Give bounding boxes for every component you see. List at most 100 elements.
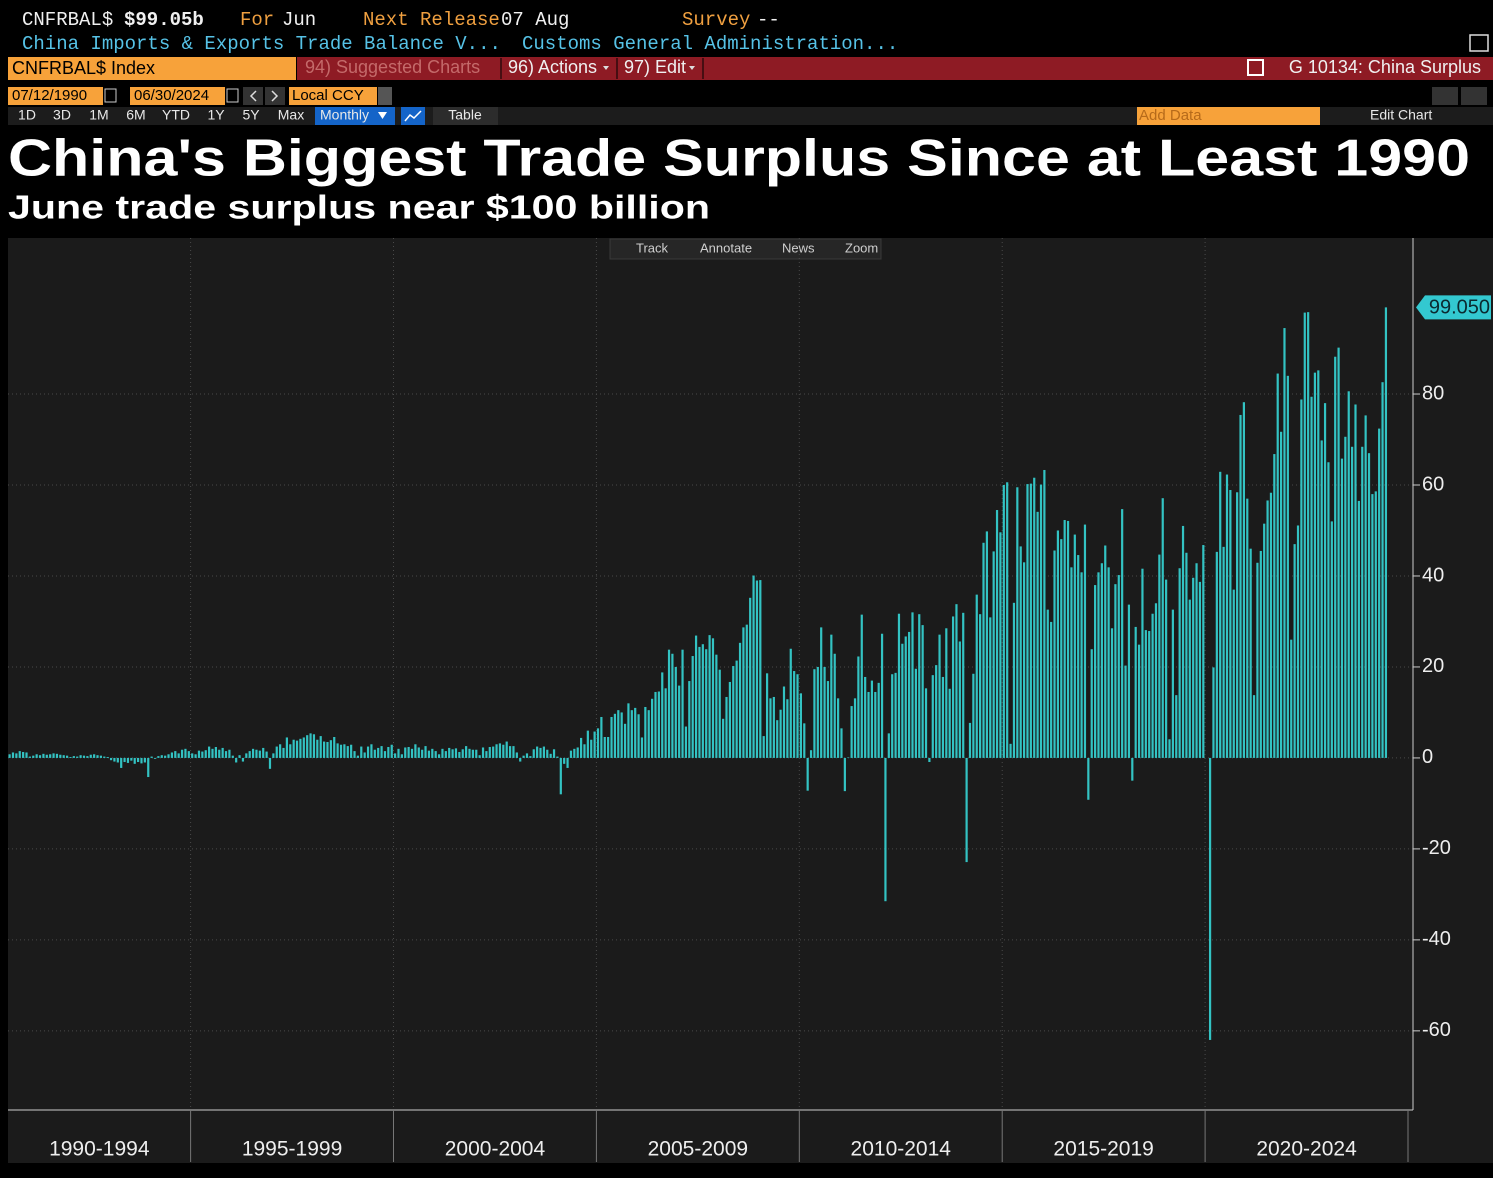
bar <box>853 698 857 758</box>
bar <box>1384 307 1388 758</box>
period-button[interactable]: 6M <box>126 107 145 123</box>
bar <box>765 673 769 758</box>
bar <box>1019 546 1022 758</box>
bar <box>1178 568 1181 758</box>
period-button[interactable]: 1Y <box>207 107 225 123</box>
popout-icon[interactable] <box>1469 34 1489 52</box>
bar <box>120 757 123 768</box>
bar <box>891 674 894 758</box>
actions-menu[interactable]: 96) Actions <box>508 57 597 77</box>
calendar-icon[interactable] <box>104 88 117 103</box>
bar <box>194 754 197 758</box>
period-button[interactable]: Max <box>278 107 304 123</box>
period-button[interactable]: 1M <box>89 107 108 123</box>
bar <box>992 551 995 758</box>
bar <box>694 635 698 758</box>
launch-icon[interactable] <box>1247 59 1264 76</box>
bar <box>525 753 529 758</box>
bar <box>1266 500 1269 758</box>
bar <box>718 669 721 758</box>
ticker: CNFRBAL$ <box>22 9 113 31</box>
bar <box>634 707 637 758</box>
for-label: For <box>240 9 274 31</box>
chart-tool[interactable]: Annotate <box>700 240 752 255</box>
bar <box>1232 589 1235 758</box>
currency-input[interactable] <box>289 87 377 105</box>
bar <box>285 737 288 758</box>
bar <box>1026 484 1029 758</box>
bar <box>356 755 360 758</box>
security-input[interactable] <box>8 57 296 80</box>
bar <box>160 755 163 758</box>
frequency-button[interactable] <box>315 107 395 125</box>
period-button[interactable]: 1D <box>18 107 36 123</box>
bar <box>610 716 613 758</box>
bar <box>441 748 444 758</box>
bar <box>1137 644 1141 758</box>
bar <box>904 636 907 758</box>
chart-tool[interactable]: News <box>782 240 815 255</box>
suggested-charts[interactable]: 94) Suggested Charts <box>305 57 480 77</box>
bar <box>935 665 938 758</box>
edit-chart[interactable]: Edit Chart <box>1370 107 1432 123</box>
redo-button[interactable] <box>1461 87 1487 105</box>
bar <box>1215 551 1218 758</box>
bar <box>96 755 99 758</box>
bar <box>705 649 708 758</box>
bar <box>664 688 667 758</box>
bar <box>1313 372 1317 758</box>
bar <box>329 740 332 758</box>
bar <box>745 624 748 758</box>
bar <box>1259 550 1262 758</box>
bar <box>1165 579 1168 758</box>
bar <box>404 747 407 758</box>
period-button[interactable]: 3D <box>53 107 71 123</box>
table-button[interactable] <box>433 107 498 125</box>
bar <box>576 747 579 758</box>
bar <box>1337 347 1340 758</box>
table: Table <box>448 107 482 123</box>
bar <box>437 754 441 758</box>
bar <box>617 710 620 758</box>
next-button[interactable] <box>265 87 285 105</box>
bar <box>1192 577 1195 758</box>
bar <box>505 741 508 758</box>
start-date-input[interactable] <box>8 87 103 105</box>
bar <box>1347 391 1350 758</box>
bar <box>1320 440 1323 758</box>
bar <box>1242 402 1245 758</box>
undo-button[interactable] <box>1432 87 1458 105</box>
currency-dropdown[interactable] <box>378 87 392 105</box>
bar <box>1043 469 1046 758</box>
chart-tool[interactable]: Zoom <box>845 240 878 255</box>
bar <box>363 752 366 758</box>
bar <box>924 688 928 758</box>
for-value: Jun <box>282 9 316 31</box>
bar <box>911 612 914 758</box>
bar <box>897 613 901 758</box>
chart-tool[interactable]: Track <box>636 240 669 255</box>
bar <box>536 746 539 758</box>
bar <box>319 736 322 758</box>
prev-button[interactable] <box>243 87 263 105</box>
bar <box>1378 428 1381 758</box>
bar <box>18 751 21 758</box>
bar <box>586 730 589 758</box>
period-button[interactable]: YTD <box>162 107 190 123</box>
bar <box>268 757 272 769</box>
bar <box>262 747 265 758</box>
chart-type-button[interactable] <box>401 107 425 125</box>
period-button[interactable]: 5Y <box>242 107 260 123</box>
bar <box>874 691 877 758</box>
bar <box>1029 483 1032 758</box>
add-data-input[interactable] <box>1137 107 1320 125</box>
bar <box>1168 739 1171 758</box>
bar <box>566 757 569 768</box>
calendar-icon[interactable] <box>226 88 239 103</box>
bar <box>715 654 718 758</box>
edit-menu[interactable]: 97) Edit <box>624 57 686 77</box>
dropdown-arrow <box>689 66 695 70</box>
end-date-input[interactable] <box>130 87 225 105</box>
bar <box>343 744 346 758</box>
bar <box>1371 494 1374 758</box>
